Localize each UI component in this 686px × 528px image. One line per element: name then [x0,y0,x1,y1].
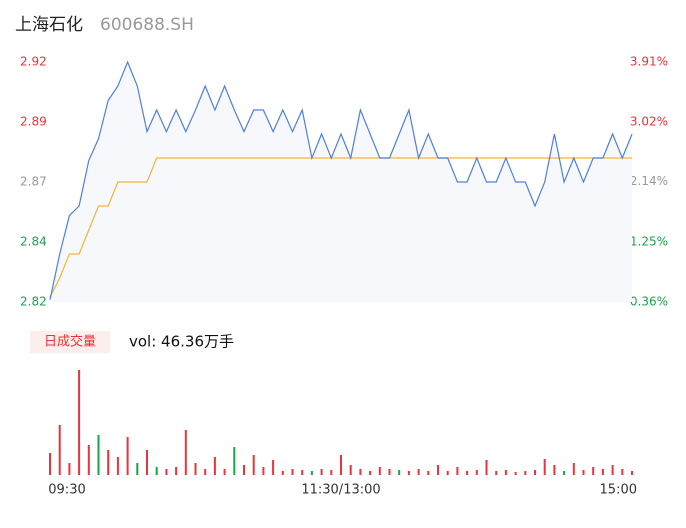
volume-bar [155,467,158,475]
volume-bar [359,469,362,475]
volume-bar [165,469,168,475]
y2-tick-label: 1.25% [630,234,668,248]
volume-bar [427,471,430,475]
y-tick-label: 2.84 [20,235,47,249]
average-line [49,157,632,298]
volume-bar [68,463,71,475]
volume-bar [504,470,507,475]
volume-bar [572,463,575,475]
volume-bar [146,450,148,475]
volume-bar [553,465,556,475]
volume-bar [116,457,119,475]
volume-bar [78,370,81,475]
volume-bar [417,469,420,475]
y-tick-label: 2.82 [20,295,47,309]
volume-bar [243,465,245,475]
stock-name: 上海石化 [15,15,83,35]
price-line [49,60,633,300]
volume-bar [446,471,449,475]
volume-bar [601,469,604,475]
volume-bar [281,471,284,475]
volume-label: vol: 46.36万手 [129,333,234,351]
volume-bar [301,470,304,475]
volume-bar [126,437,129,475]
badge: 日成交量 [44,334,96,350]
y-tick-label: 2.87 [20,175,47,189]
volume-bar [233,447,236,475]
volume-bar [466,471,469,475]
volume-bar [107,450,110,475]
volume-bar [398,470,401,475]
volume-bar [514,472,517,475]
volume-bar [621,469,624,475]
volume-bar [524,471,527,475]
volume-bar [407,471,410,475]
x-tick-label: 09:30 [48,483,85,498]
volume-bar [340,455,342,475]
volume-bar [223,469,226,475]
volume-bar [378,467,381,475]
volume-bar [320,469,323,475]
volume-bar [87,445,90,475]
volume-bar [330,470,333,475]
volume-bar [262,467,265,475]
volume-bar [369,471,372,475]
volume-bar [310,471,313,475]
y2-tick-label: 3.02% [630,115,668,129]
volume-bar [611,465,614,475]
badge-bg [30,331,110,353]
volume-bar [349,465,352,475]
y2-tick-label: 0.36% [630,295,668,309]
volume-bar [49,453,51,475]
volume-bar [495,471,498,475]
price-area [50,62,632,302]
y2-tick-label: 2.14% [630,174,668,188]
x-tick-label: 15:00 [600,483,637,498]
volume-bar [136,463,139,475]
volume-bar [252,455,255,475]
volume-bar [631,471,633,475]
y-tick-label: 2.92 [20,55,47,69]
volume-bar [213,457,216,475]
volume-bar [592,467,595,475]
volume-bar [543,459,546,475]
volume-bar [456,467,459,475]
volume-bar [388,469,391,475]
y2-tick-label: 3.91% [630,55,668,69]
volume-bar [184,430,187,475]
y-tick-label: 2.89 [20,115,47,129]
volume-bar [534,470,536,475]
volume-bar [582,470,585,475]
stock-code: 600688.SH [100,15,194,35]
volume-bar [563,471,566,475]
volume-bar [58,425,61,475]
volume-bar [97,435,100,475]
volume-bar [437,465,439,475]
volume-bar [204,469,207,475]
x-tick-label: 11:30/13:00 [301,483,380,498]
volume-bar [272,460,275,475]
volume-bar [485,460,488,475]
volume-bar [475,470,478,475]
volume-bar [291,469,294,475]
volume-bar [194,463,197,475]
volume-bar [175,467,178,475]
